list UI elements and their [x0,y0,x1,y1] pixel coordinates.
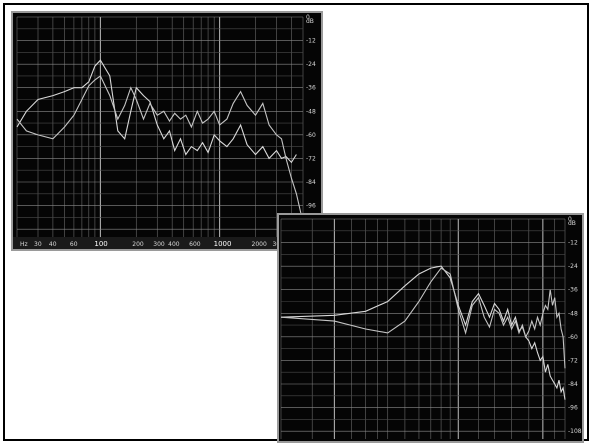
x-tick-label: 100 [94,240,107,248]
x-tick-label: 60 [70,241,78,248]
y-tick-label: -24 [306,61,316,68]
y-tick-label: -60 [568,334,578,341]
y-unit-label: dB [568,220,576,227]
y-tick-label: -96 [568,405,578,412]
y-tick-label: -12 [306,38,316,45]
y-tick-label: -48 [568,310,578,317]
y-tick-label: -84 [306,179,316,186]
y-tick-label: -108 [568,428,582,435]
y-tick-label: -12 [568,240,578,247]
y-tick-label: 0 [568,216,572,223]
x-tick-label: 300 [153,241,165,248]
x-tick-label: 40 [49,241,57,248]
series-line [280,265,566,400]
x-tick-label: 2000 [252,241,267,248]
y-tick-label: -60 [306,132,316,139]
series-line [16,59,297,164]
y-tick-label: -36 [306,85,316,92]
x-tick-label: 30 [34,241,42,248]
y-tick-label: -36 [568,287,578,294]
x-tick-label: 600 [189,241,201,248]
x-tick-label: 1000 [214,240,232,248]
spectrum-chart-upper: dB0-12-24-36-48-60-72-84-96-108Hz3040601… [13,13,321,249]
y-tick-label: -72 [306,155,316,162]
spectrum-chart-lower: dB0 -12 -24 -36 -48 -60 -72 -84 -96 -108 [279,215,582,441]
x-tick-label: Hz [20,241,28,248]
x-axis-band [13,237,321,249]
series-line [16,75,302,214]
y-tick-label: -84 [568,381,578,388]
y-tick-label: -24 [568,263,578,270]
spectrum-panel-lower: dB 0 -12 -24 -36 -48 -60 -72 -84 -96 -108 [277,213,584,443]
y-tick-label: -72 [568,357,578,364]
series-line [280,267,566,369]
spectrum-panel-upper: dB0-12-24-36-48-60-72-84-96-108Hz3040601… [11,11,323,251]
x-tick-label: 200 [132,241,144,248]
y-tick-label: -48 [306,108,316,115]
y-tick-label: -96 [306,203,316,210]
plot-background [13,13,321,249]
y-tick-label: 0 [306,14,310,21]
y-unit-label: dB [306,18,314,25]
plot-background [279,215,582,441]
x-tick-label: 400 [168,241,180,248]
